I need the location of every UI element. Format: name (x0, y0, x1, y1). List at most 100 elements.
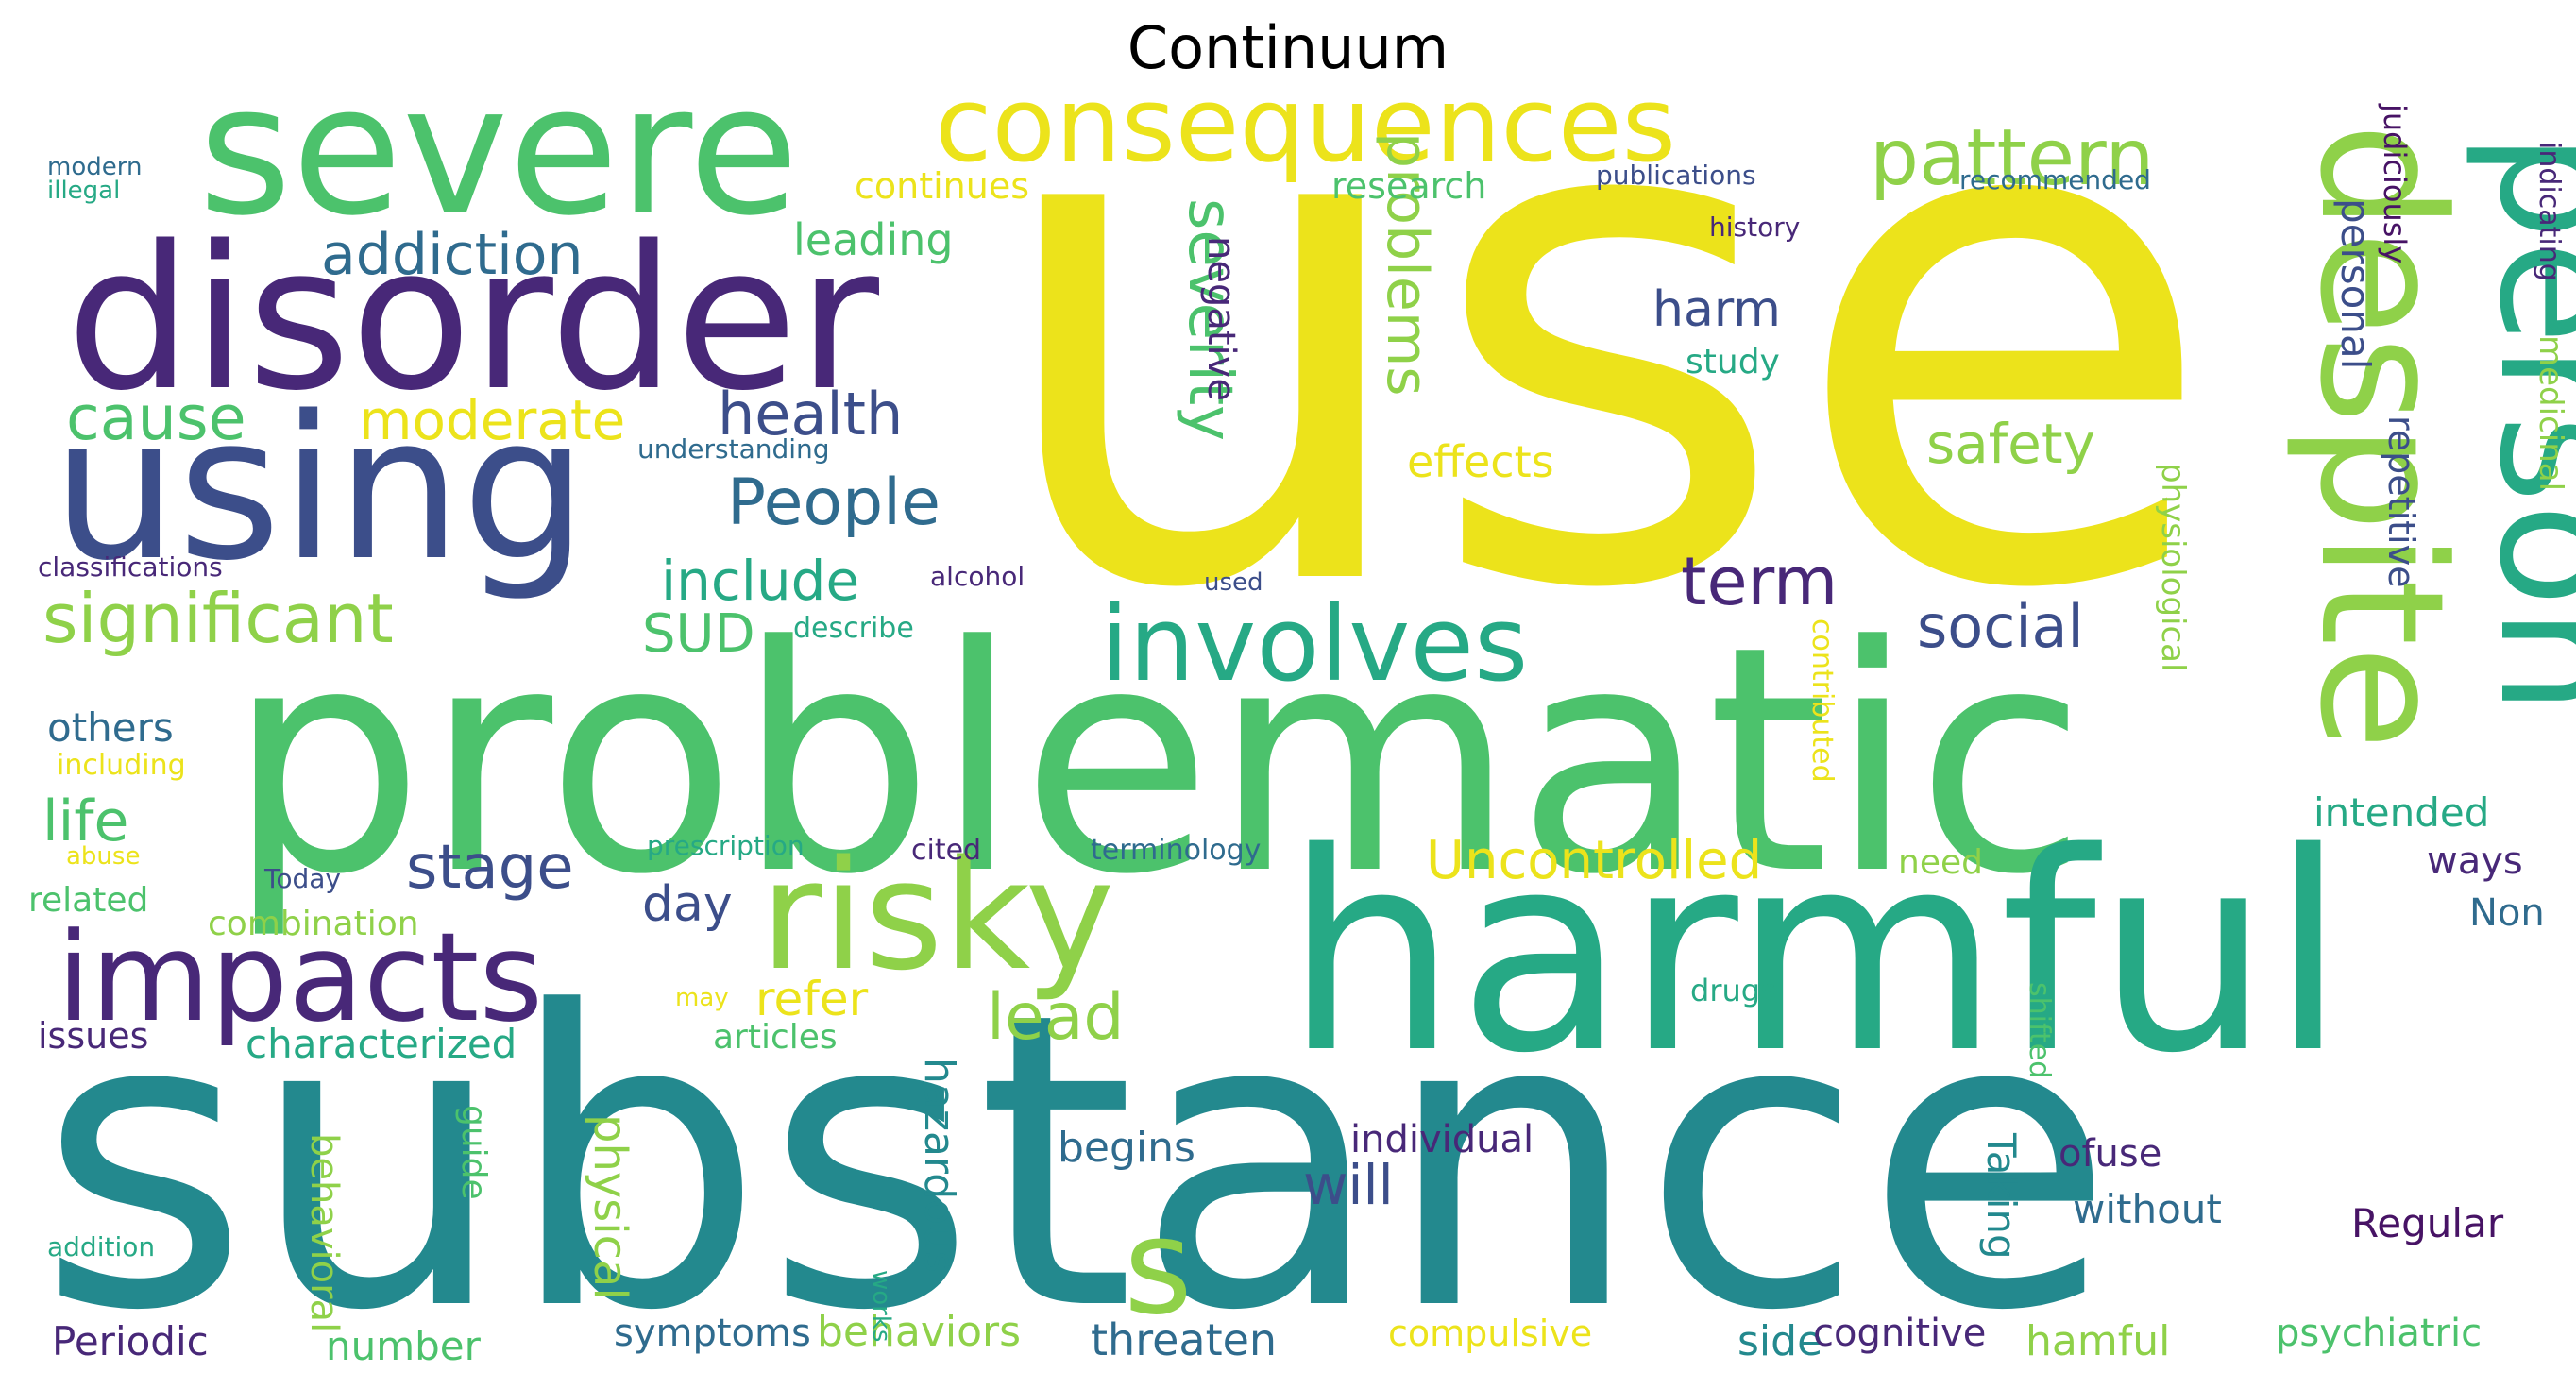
cloud-word-significant: significant (42, 579, 394, 658)
cloud-word-despite: despite (2282, 123, 2480, 750)
cloud-word-describe: describe (793, 612, 914, 645)
cloud-word-publications: publications (1596, 160, 1756, 191)
cloud-word-substance: substance (38, 927, 2114, 1389)
cloud-word-hamful: hamful (2025, 1317, 2170, 1365)
cloud-word-impacts: impacts (57, 906, 543, 1049)
cloud-word-term: term (1681, 543, 1838, 620)
cloud-word-guide: guide (454, 1105, 493, 1200)
cloud-word-involves: involves (1100, 584, 1528, 704)
cloud-word-severe: severe (198, 46, 799, 255)
cloud-word-articles: articles (713, 1018, 838, 1057)
cloud-word-lead: lead (987, 980, 1125, 1055)
cloud-word-physical: physical (584, 1114, 636, 1300)
cloud-word-without: without (2073, 1186, 2222, 1232)
cloud-word-classifications: classifications (38, 551, 223, 583)
cloud-word-sud: SUD (642, 603, 755, 665)
cloud-word-others: others (47, 704, 174, 751)
cloud-word-disorder: disorder (66, 203, 880, 434)
cloud-word-ofuse: ofuse (2059, 1132, 2161, 1176)
cloud-word-consequences: consequences (935, 64, 1676, 185)
cloud-word-non: Non (2469, 891, 2545, 935)
cloud-word-used: used (1204, 568, 1263, 597)
cloud-word-addiction: addiction (321, 222, 584, 288)
cloud-word-addition: addition (47, 1231, 155, 1262)
cloud-word-use: use (982, 0, 2219, 741)
cloud-word-include: include (661, 549, 859, 613)
cloud-word-harmful: harmful (1284, 795, 2347, 1113)
cloud-word-history: history (1709, 212, 1800, 243)
cloud-word-physiological: physiological (2154, 463, 2192, 671)
cloud-word-cause: cause (66, 383, 246, 454)
cloud-word-may: may (675, 984, 729, 1012)
cloud-word-risky: risky (760, 827, 1114, 1004)
cloud-word-will: will (1303, 1153, 1394, 1217)
cloud-word-pattern: pattern (1870, 113, 2154, 203)
cloud-word-hazardous: hazardous (915, 1058, 963, 1273)
cloud-word-study: study (1686, 343, 1780, 381)
cloud-word-medicinal: medicinal (2532, 335, 2569, 491)
cloud-word-combination: combination (208, 905, 419, 943)
cloud-word-cognitive: cognitive (1813, 1312, 1986, 1355)
cloud-word-illegal: illegal (47, 177, 120, 205)
cloud-word-effects: effects (1407, 436, 1554, 487)
cloud-word-contributed: contributed (1805, 618, 1839, 783)
cloud-word-periodic: Periodic (52, 1318, 209, 1364)
cloud-word-need: need (1898, 843, 1983, 882)
cloud-word-recommended: recommended (1959, 164, 2151, 195)
cloud-word-personal: personal (2332, 198, 2379, 369)
cloud-word-problems: problems (1374, 132, 1440, 397)
cloud-word-symptoms: symptoms (614, 1312, 811, 1355)
cloud-word-safety: safety (1926, 412, 2095, 476)
cloud-word-indicating: indicating (2533, 142, 2566, 281)
cloud-word-judiciously: judiciously (2377, 103, 2413, 263)
cloud-word-compulsive: compulsive (1388, 1313, 1592, 1354)
cloud-word-prescription: prescription (647, 830, 805, 861)
cloud-word-works: works (867, 1270, 895, 1342)
cloud-word-social: social (1917, 592, 2084, 661)
cloud-word-negative: negative (1199, 236, 1243, 401)
cloud-word-drugs: drugs (1690, 973, 1776, 1008)
cloud-word-taking: Taking (1978, 1132, 2025, 1260)
cloud-word-problematic: problematic (227, 580, 2087, 942)
cloud-word-individual: individual (1350, 1118, 1534, 1161)
cloud-word-begins: begins (1058, 1124, 1195, 1172)
cloud-word-psychiatric: psychiatric (2276, 1312, 2482, 1355)
cloud-word-issues: issues (38, 1015, 148, 1057)
cloud-word-people: People (727, 466, 941, 540)
cloud-word-leading: leading (793, 214, 954, 265)
cloud-word-characterized: characterized (246, 1021, 517, 1067)
cloud-word-repetitive: repetitive (2381, 415, 2422, 587)
cloud-word-number: number (326, 1323, 482, 1369)
cloud-word-regular: Regular (2351, 1200, 2504, 1246)
cloud-word-terminology: terminology (1091, 834, 1261, 867)
cloud-word-intended: intended (2313, 789, 2489, 836)
cloud-word-ways: ways (2427, 839, 2523, 883)
cloud-word-research: research (1331, 165, 1486, 207)
cloud-word-uncontrolled: Uncontrolled (1426, 830, 1762, 891)
cloud-word-today: Today (263, 863, 341, 894)
cloud-word-continues: continues (855, 165, 1029, 207)
cloud-word-stage: stage (406, 833, 574, 903)
cloud-word-refer: refer (755, 972, 869, 1026)
cloud-word-using: using (52, 373, 587, 604)
cloud-word-side: side (1737, 1317, 1822, 1365)
cloud-word-threaten: threaten (1091, 1314, 1277, 1365)
cloud-word-related: related (28, 881, 148, 920)
cloud-word-understanding: understanding (637, 433, 830, 465)
cloud-word-day: day (642, 876, 733, 933)
chart-title: Continuum (1127, 13, 1449, 82)
cloud-word-life: life (42, 788, 128, 855)
cloud-word-severity: severity (1175, 198, 1245, 441)
cloud-word-abuse: abuse (66, 842, 140, 871)
cloud-word-s: s (1124, 1191, 1193, 1345)
cloud-word-behavioral: behavioral (302, 1133, 346, 1332)
cloud-word-cited: cited (911, 834, 981, 867)
cloud-word-moderate: moderate (359, 388, 625, 452)
cloud-word-modern: modern (47, 153, 142, 181)
cloud-word-person: person (2462, 132, 2576, 715)
cloud-word-alcohol: alcohol (930, 561, 1025, 592)
cloud-word-harm: harm (1652, 281, 1781, 338)
cloud-word-health: health (718, 380, 903, 449)
cloud-word-shifted: shifted (2023, 982, 2056, 1078)
